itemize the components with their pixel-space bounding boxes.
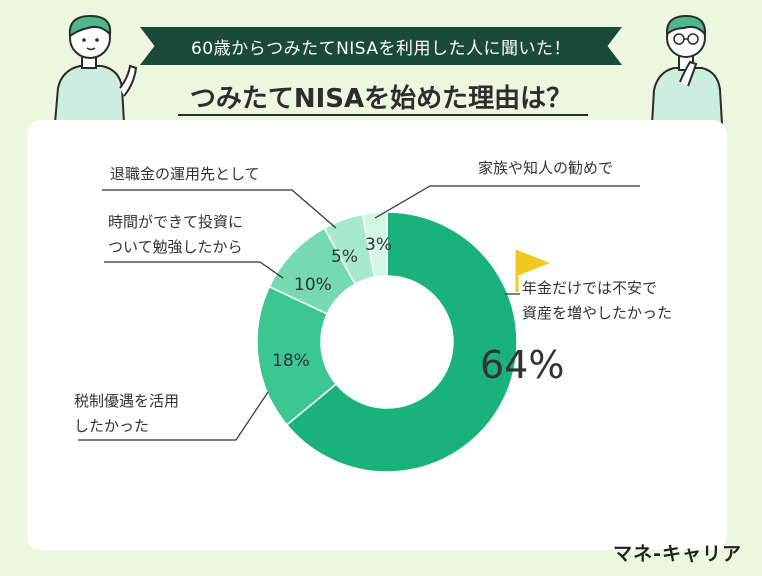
label-family: 家族や知人の勧めで — [478, 159, 614, 177]
label-tax-line2: したかった — [74, 417, 150, 435]
slice-value-tax: 18% — [272, 351, 310, 371]
header-banner: 60歳からつみたてNISAを利用した人に聞いた！ — [140, 27, 622, 65]
person-right-illustration — [650, 14, 724, 124]
slice-value-pension: 64% — [480, 343, 564, 387]
label-time-line2: ついて勉強したから — [108, 238, 243, 256]
flag-icon — [515, 250, 550, 292]
label-time-line1: 時間ができて投資に — [108, 213, 244, 231]
slice-value-family: 3% — [365, 235, 392, 255]
slice-family — [361, 211, 388, 279]
title-underline — [178, 114, 588, 116]
label-time: 時間ができて投資に ついて勉強したから — [108, 210, 243, 260]
person-left-illustration — [53, 14, 138, 123]
label-tax-line1: 税制優遇を活用 — [74, 392, 180, 410]
leader-line-tax — [78, 391, 269, 441]
leader-line-time — [104, 261, 284, 279]
label-tax: 税制優遇を活用 したかった — [74, 389, 179, 439]
chart-card — [27, 120, 727, 550]
slice-pension — [285, 211, 518, 473]
slice-value-retire: 5% — [331, 247, 358, 267]
label-pension-line1: 年金だけでは不安で — [522, 279, 658, 297]
label-pension-line2: 資産を増やしたかった — [522, 304, 673, 322]
slice-value-time: 10% — [294, 275, 332, 295]
label-pension: 年金だけでは不安で 資産を増やしたかった — [522, 276, 672, 326]
leader-line-family — [374, 185, 640, 219]
label-retire: 退職金の運用先として — [110, 165, 260, 183]
leader-line-retire — [102, 189, 337, 229]
page-title: つみたてNISAを始めた理由は？ — [189, 84, 573, 114]
brand-logo: マネ-キャリア — [613, 543, 742, 565]
